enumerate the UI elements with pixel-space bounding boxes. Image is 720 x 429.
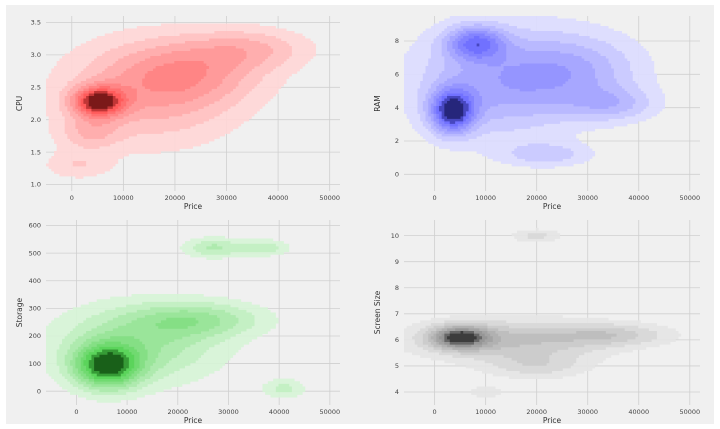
y-tick-label: 8 (395, 37, 399, 45)
density-level-9 (444, 98, 464, 119)
x-tick-label: 0 (74, 408, 78, 416)
y-axis-label: CPU (15, 96, 24, 111)
density-level-9 (88, 93, 113, 109)
x-axis-label: Price (543, 416, 562, 424)
y-tick-label: 2 (395, 137, 399, 145)
y-tick-label: 300 (29, 305, 41, 313)
y-tick-label: 500 (29, 249, 41, 257)
density-contours (404, 16, 666, 169)
x-tick-label: 50000 (679, 408, 700, 416)
y-tick-label: 100 (29, 360, 41, 368)
y-tick-label: 7 (395, 310, 399, 318)
y-axis-label: Storage (15, 297, 24, 327)
x-tick-label: 10000 (475, 194, 496, 202)
kde-grid-chart: 0 10000 20000 30000 40000 500001.01.52.02.53.… (15, 16, 700, 424)
chart-panel-3: 0 10000 20000 30000 40000 50000 0 100 200 300 400 5… (15, 220, 340, 424)
y-tick-label: 6 (395, 71, 399, 79)
x-tick-label: 40000 (269, 408, 290, 416)
figure: 0 10000 20000 30000 40000 50000 1.0 1.5 2.0 2.5 3.… (6, 5, 714, 424)
density-level-9 (94, 352, 124, 374)
x-tick-label: 30000 (216, 194, 237, 202)
x-tick-label: 0 (433, 408, 437, 416)
x-tick-label: 40000 (628, 408, 649, 416)
y-axis-label: RAM (373, 95, 382, 112)
y-tick-label: 6 (395, 336, 399, 344)
y-tick-label: 0 (395, 171, 399, 179)
y-tick-label: 10 (391, 232, 399, 240)
x-axis-label: Price (184, 416, 203, 424)
y-tick-label: 8 (395, 284, 399, 292)
density-contours (46, 235, 306, 403)
y-tick-label: 4 (395, 388, 399, 396)
x-tick-label: 30000 (577, 194, 598, 202)
chart-panel-2: 0 10000 20000 30000 40000 50000 0 2 4 6 8 Price RAM (373, 16, 700, 211)
y-tick-label: 200 (29, 332, 41, 340)
y-tick-label: 600 (29, 222, 41, 230)
x-tick-label: 30000 (577, 408, 598, 416)
y-tick-label: 4 (395, 104, 399, 112)
y-tick-label: 400 (29, 277, 41, 285)
chart-panel-4: 0 10000 20000 30000 40000 50000 4 5 6 7 8 9 10 Price S… (373, 220, 700, 424)
x-axis-label: Price (543, 202, 562, 211)
y-axis-label: Screen Size (373, 290, 382, 334)
x-tick-label: 40000 (628, 194, 649, 202)
x-tick-label: 0 (433, 194, 437, 202)
y-tick-label: 9 (395, 258, 399, 266)
density-contours (404, 227, 682, 398)
x-axis-label: Price (184, 202, 203, 211)
y-tick-label: 3.5 (31, 19, 41, 27)
density-level-9 (447, 331, 477, 342)
x-tick-label: 50000 (319, 194, 340, 202)
y-tick-label: 2.5 (31, 83, 41, 91)
y-tick-label: 5 (395, 362, 399, 370)
x-tick-label: 10000 (117, 408, 138, 416)
x-tick-label: 50000 (320, 408, 341, 416)
x-tick-label: 10000 (113, 194, 134, 202)
x-tick-label: 10000 (475, 408, 496, 416)
chart-panel-1: 0 10000 20000 30000 40000 50000 1.0 1.5 2.0 2.5 3.… (15, 16, 340, 211)
x-tick-label: 20000 (526, 408, 547, 416)
density-contours (46, 23, 316, 179)
x-tick-label: 50000 (679, 194, 700, 202)
y-tick-label: 2.0 (31, 116, 41, 124)
x-tick-label: 20000 (526, 194, 547, 202)
x-tick-label: 40000 (268, 194, 289, 202)
y-tick-label: 3.0 (31, 51, 41, 59)
x-tick-label: 20000 (167, 408, 188, 416)
x-tick-label: 20000 (165, 194, 186, 202)
y-tick-label: 0 (37, 387, 41, 395)
x-tick-label: 0 (70, 194, 74, 202)
y-tick-label: 1.0 (31, 181, 41, 189)
y-tick-label: 1.5 (31, 148, 41, 156)
x-tick-label: 30000 (218, 408, 239, 416)
